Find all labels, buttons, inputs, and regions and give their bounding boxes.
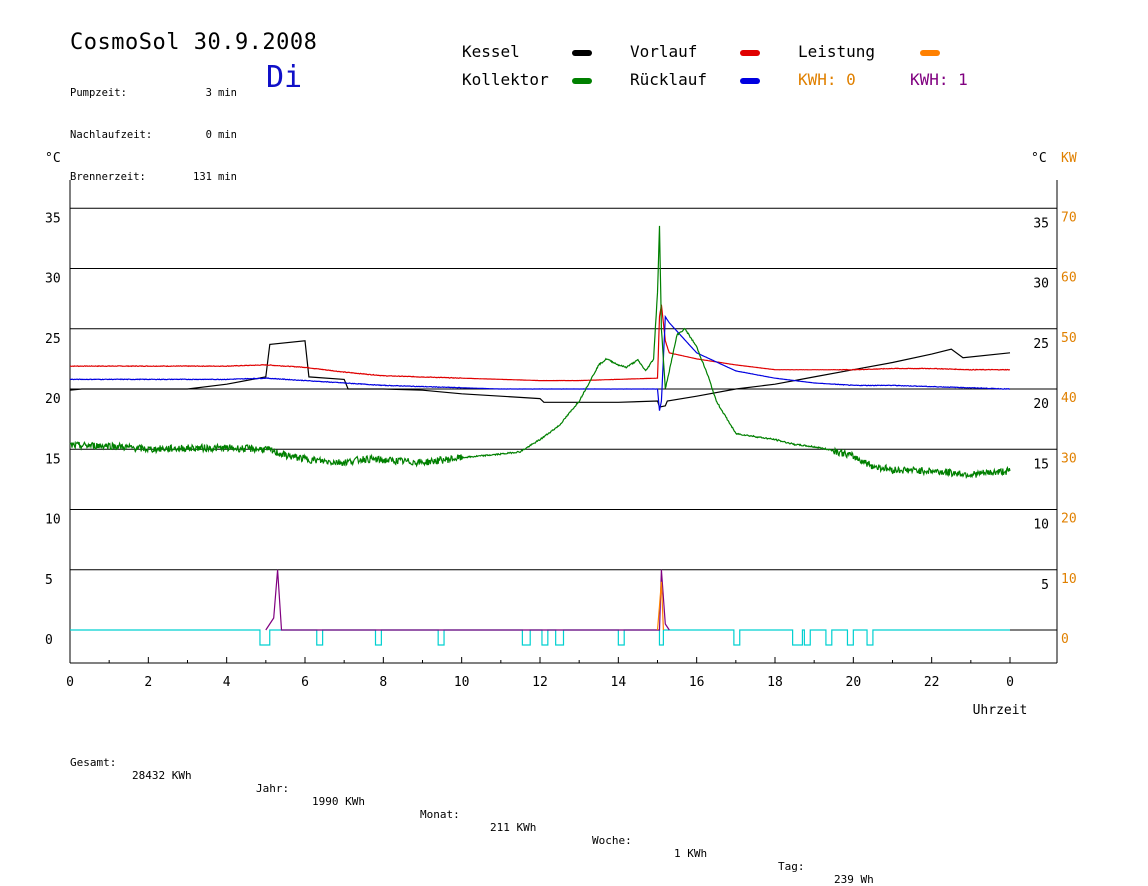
y-tick-label-right: 25 bbox=[1033, 337, 1049, 352]
x-tick-label: 4 bbox=[223, 675, 231, 690]
legend-kessel-swatch bbox=[572, 50, 592, 56]
y-tick-label-right: 5 bbox=[1041, 578, 1049, 593]
series-kwh-1-line bbox=[265, 569, 670, 631]
y-tick-label-left: 25 bbox=[45, 332, 61, 347]
gesamt-value: 28432 KWh bbox=[132, 769, 192, 782]
y-tick-label-right: 15 bbox=[1033, 457, 1049, 472]
legend-vorlauf-swatch bbox=[740, 50, 760, 56]
y-axis-unit-left: °C bbox=[45, 151, 61, 166]
legend-leistung-label: Leistung bbox=[798, 42, 876, 61]
page-title: CosmoSol 30.9.2008 bbox=[70, 30, 318, 55]
y-tick-label-left: 10 bbox=[45, 513, 61, 528]
chart-grid bbox=[70, 207, 1057, 571]
kw-tick-label: 10 bbox=[1061, 572, 1077, 587]
pump-status-line bbox=[70, 629, 1010, 646]
y-tick-label-left: 0 bbox=[45, 633, 53, 648]
energy-summary: Gesamt: 28432 KWh Jahr: 1990 KWh Monat: … bbox=[70, 743, 874, 886]
x-tick-label: 8 bbox=[379, 675, 387, 690]
series-kessel-line bbox=[69, 340, 1011, 408]
legend-kwh0-label: KWH: 0 bbox=[798, 70, 856, 89]
y-tick-label-right: 20 bbox=[1033, 397, 1049, 412]
series-kollektor-line bbox=[69, 225, 1011, 480]
stat-unit: min bbox=[218, 129, 237, 141]
stat-value: 131 bbox=[193, 171, 212, 183]
stat-unit: min bbox=[218, 171, 237, 183]
x-tick-label: 22 bbox=[924, 675, 940, 690]
kw-tick-label: 30 bbox=[1061, 451, 1077, 466]
y-axis-unit-right: °C bbox=[1031, 151, 1047, 166]
x-tick-label: 16 bbox=[689, 675, 705, 690]
kw-tick-label: 40 bbox=[1061, 391, 1077, 406]
x-axis-title: Uhrzeit bbox=[973, 703, 1028, 718]
tag-value: 239 Wh bbox=[834, 873, 874, 886]
stat-label: Nachlaufzeit: bbox=[70, 129, 153, 141]
jahr-value: 1990 KWh bbox=[312, 795, 365, 808]
y-tick-label-right: 35 bbox=[1033, 216, 1049, 231]
y-tick-label-left: 30 bbox=[45, 272, 61, 287]
kw-tick-label: 0 bbox=[1061, 632, 1069, 647]
legend-ruecklauf-label: Rücklauf bbox=[630, 70, 708, 89]
y-tick-label-left: 20 bbox=[45, 392, 61, 407]
x-tick-label: 2 bbox=[144, 675, 152, 690]
stat-value: 0 bbox=[205, 129, 212, 141]
y-tick-label-right: 10 bbox=[1033, 518, 1049, 533]
x-tick-label: 0 bbox=[1006, 675, 1014, 690]
legend-vorlauf-label: Vorlauf bbox=[630, 42, 698, 61]
stat-unit: min bbox=[218, 87, 237, 99]
y-tick-label-left: 15 bbox=[45, 452, 61, 467]
x-tick-label: 0 bbox=[66, 675, 74, 690]
kw-tick-label: 70 bbox=[1061, 210, 1077, 225]
x-tick-label: 20 bbox=[846, 675, 862, 690]
gesamt-label: Gesamt: bbox=[70, 756, 117, 769]
x-tick-label: 14 bbox=[611, 675, 627, 690]
legend-leistung-swatch bbox=[920, 50, 940, 56]
legend-kwh1-label: KWH: 1 bbox=[910, 70, 968, 89]
kw-tick-label: 60 bbox=[1061, 271, 1077, 286]
stat-label: Brennerzeit: bbox=[70, 171, 146, 183]
kw-tick-label: 50 bbox=[1061, 331, 1077, 346]
x-tick-label: 18 bbox=[767, 675, 783, 690]
chart-series bbox=[69, 225, 1057, 646]
y-tick-label-right: 30 bbox=[1033, 277, 1049, 292]
chart-labels: 0 2 4 6 8 10 12 14 16 18 20 22 0 Uhrzeit 0 5 10 15 20 25 30 3… bbox=[45, 151, 1077, 718]
stat-row-brennerzeit: Brennerzeit: 131 min bbox=[70, 170, 237, 184]
woche-value: 1 KWh bbox=[674, 847, 708, 860]
series-r-cklauf-line bbox=[69, 314, 1011, 411]
tag-label: Tag: bbox=[778, 860, 805, 873]
y-tick-label-left: 5 bbox=[45, 573, 53, 588]
kw-tick-label: 20 bbox=[1061, 512, 1077, 527]
stat-row-pumpzeit: Pumpzeit: 3 min bbox=[70, 86, 237, 100]
legend-ruecklauf-swatch bbox=[740, 78, 760, 84]
series-vorlauf-line bbox=[70, 304, 1011, 382]
monat-value: 211 KWh bbox=[490, 821, 537, 834]
legend-kessel-label: Kessel bbox=[462, 42, 520, 61]
temperature-chart: 0 2 4 6 8 10 12 14 16 18 20 22 0 Uhrzeit 0 5 10 15 20 25 30 3… bbox=[45, 151, 1077, 718]
x-tick-label: 10 bbox=[454, 675, 470, 690]
weekday-label: Di bbox=[266, 60, 303, 95]
x-tick-label: 12 bbox=[532, 675, 548, 690]
y-tick-label-left: 35 bbox=[45, 211, 61, 226]
stat-row-nachlaufzeit: Nachlaufzeit: 0 min bbox=[70, 128, 237, 142]
legend-kollektor-label: Kollektor bbox=[462, 70, 549, 89]
legend-kollektor-swatch bbox=[572, 78, 592, 84]
chart-axes bbox=[69, 180, 1058, 664]
stat-label: Pumpzeit: bbox=[70, 87, 127, 99]
run-time-stats: Pumpzeit: 3 min Nachlaufzeit: 0 min Bren… bbox=[70, 58, 237, 198]
kw-axis-unit: KW bbox=[1061, 151, 1077, 166]
monat-label: Monat: bbox=[420, 808, 460, 821]
woche-label: Woche: bbox=[592, 834, 632, 847]
jahr-label: Jahr: bbox=[256, 782, 290, 795]
stat-value: 3 bbox=[205, 87, 212, 99]
series-leistung-line bbox=[656, 581, 664, 631]
x-tick-label: 6 bbox=[301, 675, 309, 690]
